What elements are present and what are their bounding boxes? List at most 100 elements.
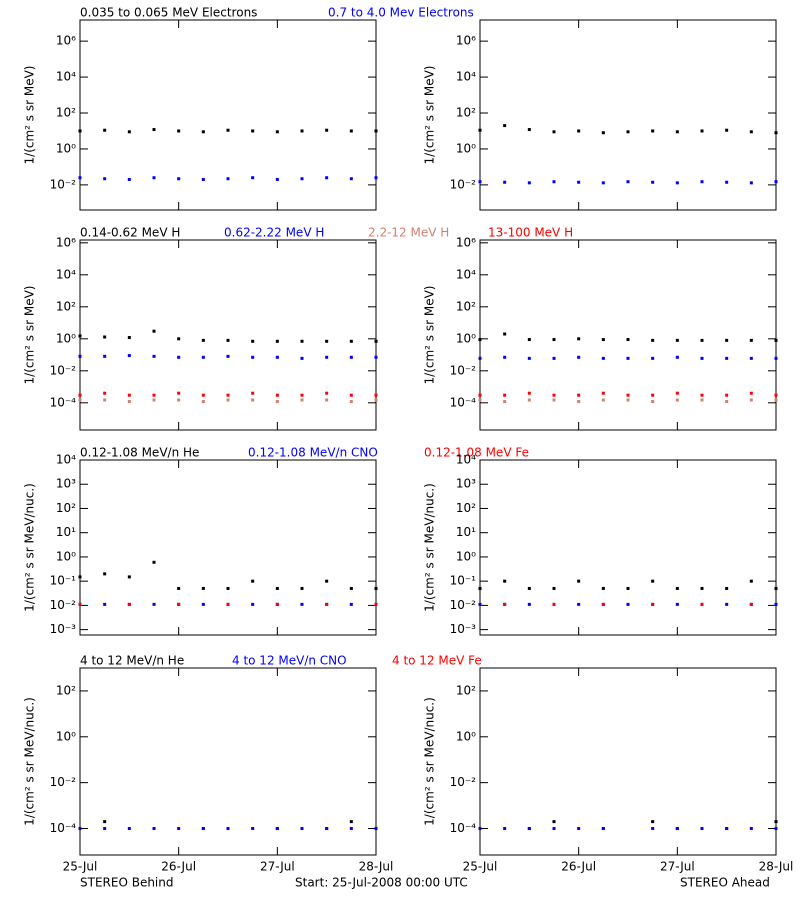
data-point <box>725 400 729 404</box>
data-point <box>577 129 581 133</box>
plot-frame <box>479 19 777 211</box>
data-point <box>651 180 655 184</box>
data-point <box>226 602 230 606</box>
data-point <box>478 827 482 831</box>
data-point <box>675 586 679 590</box>
data-point <box>103 391 107 395</box>
data-point <box>478 602 482 606</box>
data-point <box>127 827 131 831</box>
data-point <box>651 820 655 824</box>
y-tick-label: 10⁰ <box>456 549 476 563</box>
data-point <box>675 602 679 606</box>
data-point <box>577 393 581 397</box>
data-point <box>552 820 556 824</box>
data-point <box>325 391 329 395</box>
data-point <box>251 579 255 583</box>
plot-frame <box>79 667 377 856</box>
data-point <box>601 391 605 395</box>
data-point <box>503 579 507 583</box>
y-tick-label: 10⁻² <box>450 363 477 377</box>
footer-left: STEREO Behind <box>80 876 174 890</box>
data-point <box>374 339 378 343</box>
data-point <box>774 131 778 135</box>
y-tick-label: 10⁻² <box>450 775 477 789</box>
y-tick-label: 10² <box>456 683 476 697</box>
y-axis-label: 1/(cm² s sr MeV/nuc.) <box>23 483 37 612</box>
data-point <box>152 827 156 831</box>
data-point <box>749 602 753 606</box>
data-point <box>503 393 507 397</box>
y-tick-label: 10⁰ <box>56 729 76 743</box>
y-tick-label: 10⁻¹ <box>450 574 477 588</box>
y-tick-label: 10⁻² <box>450 177 477 191</box>
x-tick-label: 25-Jul <box>463 860 498 874</box>
data-point <box>774 356 778 360</box>
x-tick-label: 28-Jul <box>359 860 394 874</box>
data-point <box>251 827 255 831</box>
data-point <box>527 827 531 831</box>
data-point <box>601 602 605 606</box>
data-point <box>152 176 156 180</box>
data-point <box>177 586 181 590</box>
data-point <box>552 393 556 397</box>
data-point <box>749 391 753 395</box>
data-point <box>300 586 304 590</box>
y-tick-label: 10⁴ <box>56 70 76 84</box>
x-tick-label: 27-Jul <box>660 860 695 874</box>
legend-entry: 0.12-1.08 MeV Fe <box>424 446 529 460</box>
data-point <box>774 602 778 606</box>
x-tick-label: 26-Jul <box>161 860 196 874</box>
data-point <box>152 602 156 606</box>
data-point <box>78 602 82 606</box>
data-point <box>78 129 82 133</box>
data-point <box>774 393 778 397</box>
data-point <box>700 586 704 590</box>
y-tick-label: 10² <box>456 299 476 313</box>
data-point <box>700 356 704 360</box>
y-tick-label: 10² <box>56 683 76 697</box>
data-point <box>325 339 329 343</box>
data-point <box>300 393 304 397</box>
data-point <box>725 338 729 342</box>
data-point <box>177 129 181 133</box>
data-point <box>374 586 378 590</box>
x-tick-label: 25-Jul <box>63 860 98 874</box>
legend-entry: 0.62-2.22 MeV H <box>224 226 324 240</box>
y-tick-label: 10⁰ <box>456 729 476 743</box>
y-tick-label: 10² <box>56 299 76 313</box>
data-point <box>725 180 729 184</box>
data-point <box>103 572 107 576</box>
data-point <box>651 579 655 583</box>
data-point <box>577 180 581 184</box>
data-point <box>651 338 655 342</box>
data-point <box>226 398 230 402</box>
y-tick-label: 10⁻¹ <box>50 574 77 588</box>
y-tick-label: 10⁻² <box>50 363 77 377</box>
data-point <box>749 338 753 342</box>
y-axis-label: 1/(cm² s sr MeV) <box>23 286 37 385</box>
data-point <box>374 355 378 359</box>
y-tick-label: 10⁻⁴ <box>50 821 77 835</box>
data-point <box>626 338 630 342</box>
data-point <box>78 398 82 402</box>
data-point <box>577 355 581 359</box>
data-point <box>749 130 753 134</box>
data-point <box>349 339 353 343</box>
data-point <box>152 128 156 132</box>
data-point <box>725 602 729 606</box>
data-point <box>300 827 304 831</box>
y-axis-label: 1/(cm² s sr MeV/nuc.) <box>23 697 37 826</box>
x-tick-label: 28-Jul <box>759 860 794 874</box>
data-point <box>201 177 205 181</box>
data-point <box>601 181 605 185</box>
y-tick-label: 10⁶ <box>456 235 476 249</box>
y-tick-label: 10⁻² <box>50 177 77 191</box>
data-point <box>552 398 556 402</box>
data-point <box>325 176 329 180</box>
legend-entry: 4 to 12 MeV/n He <box>80 654 184 668</box>
data-point <box>300 339 304 343</box>
data-point <box>503 332 507 336</box>
data-point <box>325 398 329 402</box>
data-point <box>577 400 581 404</box>
data-point <box>651 356 655 360</box>
